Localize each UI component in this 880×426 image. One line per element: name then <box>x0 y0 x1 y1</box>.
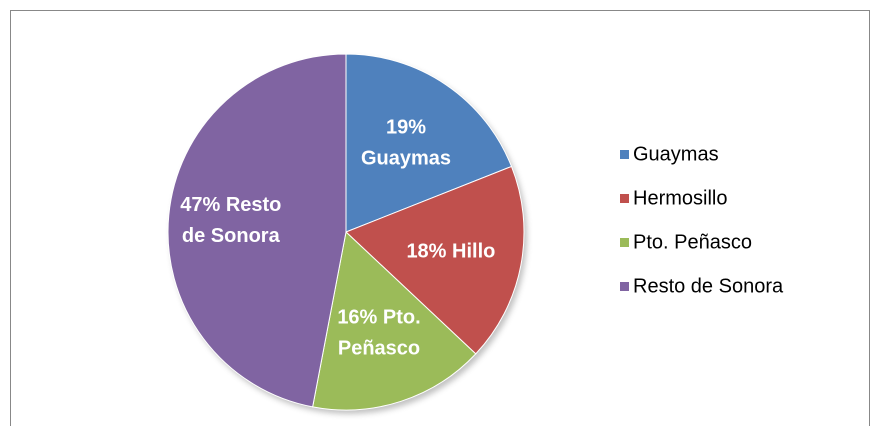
data-label: Guaymas <box>361 147 451 169</box>
pie-slice <box>345 53 513 233</box>
legend-swatch <box>620 150 629 159</box>
legend-label: Pto. Peñasco <box>633 231 752 253</box>
legend-swatch <box>620 238 629 247</box>
legend-label: Guaymas <box>633 143 719 165</box>
pie-slice <box>312 231 477 411</box>
data-label: 47% Resto <box>180 194 281 216</box>
legend-swatch <box>620 282 629 291</box>
legend-label: Resto de Sonora <box>633 275 784 297</box>
data-label: Peñasco <box>338 337 420 359</box>
data-label: 16% Pto. <box>337 306 420 328</box>
data-label: 19% <box>386 116 426 138</box>
data-label: 18% Hillo <box>406 240 495 262</box>
data-label: de Sonora <box>182 225 281 247</box>
legend-label: Hermosillo <box>633 187 727 209</box>
pie-slice <box>167 53 347 408</box>
legend-swatch <box>620 194 629 203</box>
pie-slice <box>345 165 525 355</box>
